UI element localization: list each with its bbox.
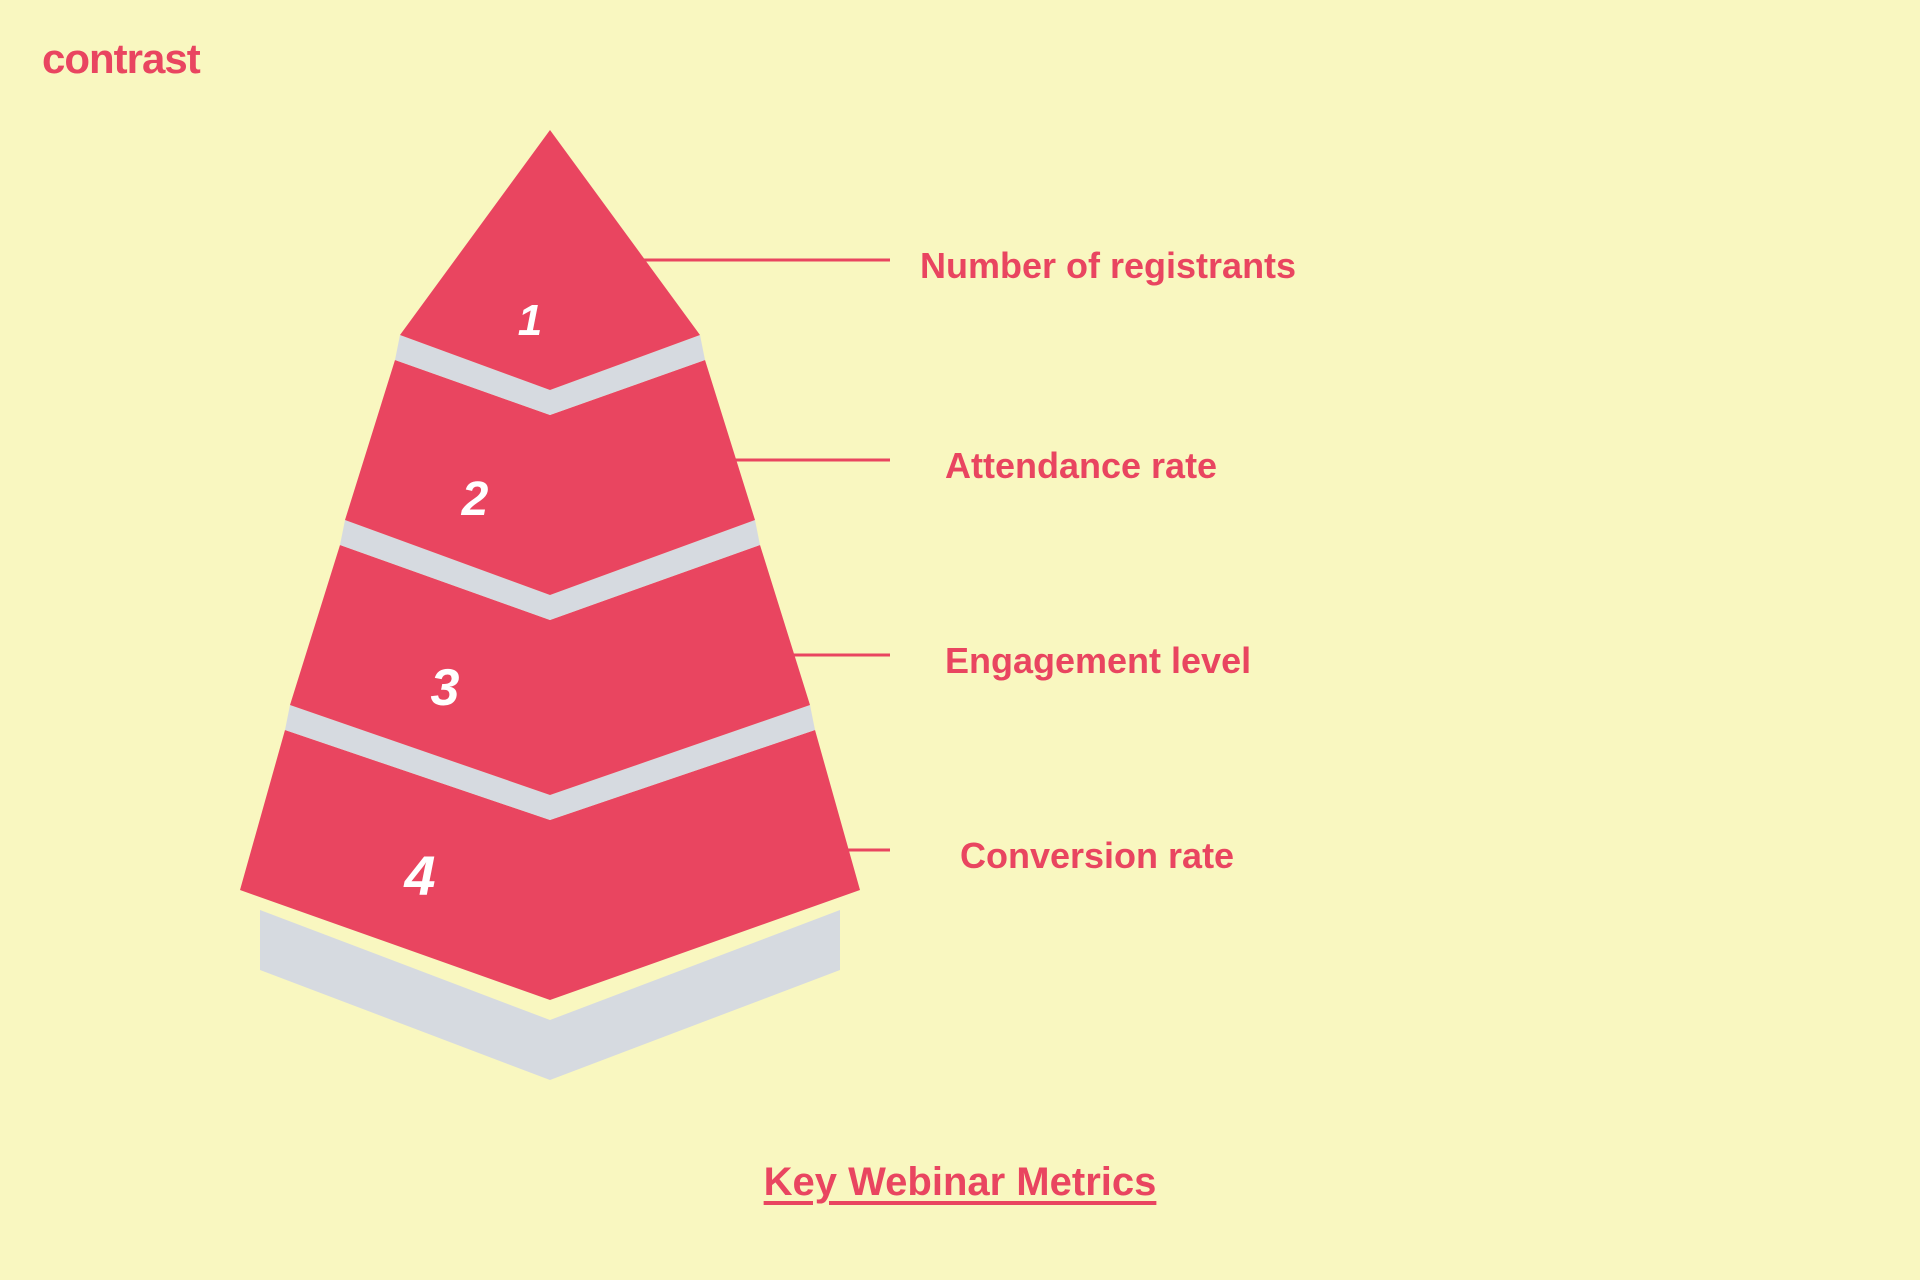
level-label-4: Conversion rate — [960, 835, 1234, 877]
pyramid-diagram: 4 3 2 1 — [230, 130, 880, 1030]
level-number-2: 2 — [461, 473, 489, 526]
level-label-3: Engagement level — [945, 640, 1251, 682]
level-number-1: 1 — [518, 296, 542, 345]
brand-name: contrast — [42, 35, 200, 82]
level-label-2: Attendance rate — [945, 445, 1217, 487]
level-label-1: Number of registrants — [920, 245, 1296, 287]
diagram-title: Key Webinar Metrics — [764, 1160, 1157, 1205]
brand-logo: contrast — [42, 35, 200, 83]
level-number-4: 4 — [403, 844, 435, 907]
level-number-3: 3 — [431, 659, 460, 717]
